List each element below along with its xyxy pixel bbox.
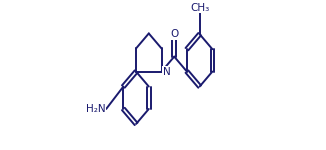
Text: CH₃: CH₃ (190, 3, 209, 12)
Text: O: O (170, 29, 178, 39)
Text: H₂N: H₂N (86, 104, 105, 114)
Text: N: N (163, 67, 170, 77)
